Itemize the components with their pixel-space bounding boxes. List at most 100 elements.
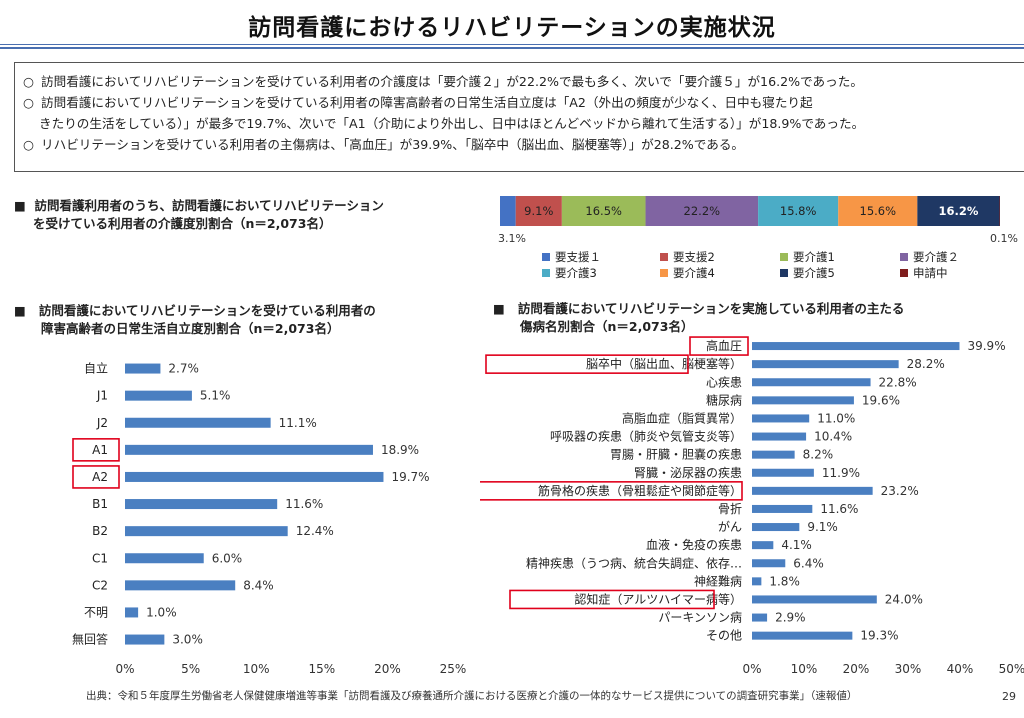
bar: [125, 553, 204, 564]
legend-label: 要支援１: [555, 250, 601, 264]
summary-line-2: ○ 訪問看護においてリハビリテーションを受けている利用者の障害高齢者の日常生活自立…: [15, 92, 1024, 113]
legend-label: 要介護5: [793, 266, 835, 280]
category-label: B1: [92, 497, 108, 511]
category-label: 不明: [84, 605, 108, 619]
bar: [752, 595, 877, 604]
bar-value-label: 3.0%: [172, 633, 203, 647]
category-label: 心疾患: [706, 374, 742, 389]
legend-label: 申請中: [913, 266, 948, 280]
bar: [752, 577, 762, 586]
category-label: J1: [96, 389, 108, 403]
segment-value-label: 16.2%: [938, 204, 978, 218]
disease-chart-title: ■ 訪問看護においてリハビリテーションを実施している利用者の主たる 傷病名別割合…: [493, 301, 905, 334]
segment-value-label: 15.6%: [860, 204, 897, 218]
page-number: 29: [1002, 690, 1016, 703]
bar: [752, 559, 786, 568]
bar-value-label: 2.7%: [168, 362, 199, 376]
segment-value-label: 22.2%: [684, 204, 721, 218]
summary-box: ○ 訪問看護においてリハビリテーションを受けている利用者の介護度は「要介護２」が2…: [14, 62, 1024, 172]
highlight-box: [509, 589, 715, 610]
legend-swatch: [900, 269, 908, 277]
legend-label: 要介護２: [913, 250, 959, 264]
legend-swatch: [542, 269, 550, 277]
category-label: 脳卒中（脳出血、脳梗塞等）: [586, 356, 742, 371]
section-marker-icon: ■: [14, 303, 26, 318]
bar: [125, 526, 288, 537]
highlight-box: [689, 336, 749, 356]
care-level-chart-title: ■ 訪問看護利用者のうち、訪問看護においてリハビリテーション を受けている利用者…: [14, 198, 384, 231]
summary-line-1: ○ 訪問看護においてリハビリテーションを受けている利用者の介護度は「要介護２」が2…: [15, 71, 1024, 92]
bar: [752, 541, 774, 550]
category-label: 血液・免疫の疾患: [646, 537, 742, 552]
category-label: 筋骨格の疾患（骨粗鬆症や関節症等）: [538, 483, 742, 498]
bar-value-label: 5.1%: [200, 389, 231, 403]
bar: [752, 613, 768, 622]
bar: [125, 607, 139, 618]
bar-value-label: 2.9%: [775, 611, 806, 625]
category-label: A1: [92, 443, 108, 457]
bar: [752, 468, 814, 477]
source-note: 出典：令和５年度厚生労働省老人保健健康増進等事業「訪問看護及び療養通所介護におけ…: [86, 690, 858, 702]
category-label: J2: [96, 416, 108, 430]
legend-label: 要介護1: [793, 250, 835, 264]
bar-value-label: 28.2%: [907, 357, 945, 371]
bar-value-label: 11.0%: [817, 411, 855, 425]
bar-value-label: 23.2%: [881, 484, 919, 498]
bar-value-label: 10.4%: [814, 430, 852, 444]
bar: [752, 360, 899, 369]
category-label: B2: [92, 524, 108, 538]
category-label: 腎臓・泌尿器の疾患: [634, 465, 742, 480]
bar-value-label: 11.9%: [822, 466, 860, 480]
highlight-box: [485, 354, 689, 374]
segment-value-label: 0.1%: [990, 232, 1018, 245]
section-marker-icon: ■: [14, 198, 26, 213]
x-tick-label: 0%: [115, 662, 134, 676]
x-tick-label: 50%: [999, 662, 1024, 676]
bar: [125, 499, 278, 510]
bar-value-label: 22.8%: [879, 375, 917, 389]
bar: [752, 396, 854, 405]
independence-chart-title: ■ 訪問看護においてリハビリテーションを受けている利用者の 障害高齢者の日常生活…: [14, 303, 376, 336]
bar-value-label: 11.1%: [279, 416, 317, 430]
bar-value-label: 19.3%: [860, 629, 898, 643]
category-label: 糖尿病: [706, 392, 742, 407]
bar-value-label: 19.7%: [391, 470, 429, 484]
bar-value-label: 11.6%: [285, 497, 323, 511]
segment-value-label: 15.8%: [780, 204, 817, 218]
highlight-box: [480, 481, 743, 501]
page-title: 訪問看護におけるリハビリテーションの実施状況: [248, 15, 776, 41]
segment-value-label: 3.1%: [498, 232, 526, 245]
bar: [752, 450, 795, 459]
segment-value-label: 9.1%: [524, 204, 553, 218]
x-tick-label: 0%: [742, 662, 761, 676]
bar-value-label: 6.0%: [212, 551, 243, 565]
bar: [125, 580, 236, 591]
bar: [752, 631, 853, 640]
category-label: 胃腸・肝臓・胆嚢の疾患: [610, 447, 742, 462]
bar: [752, 342, 960, 351]
bar: [752, 504, 813, 513]
bar-value-label: 8.4%: [243, 578, 274, 592]
bar: [125, 390, 192, 401]
category-label: 神経難病: [694, 573, 742, 588]
bar: [125, 417, 271, 428]
stacked-segment: [999, 196, 1000, 226]
x-tick-label: 15%: [308, 662, 335, 676]
bar: [752, 414, 810, 423]
category-label: 骨折: [718, 501, 742, 516]
bar-value-label: 6.4%: [793, 556, 824, 570]
category-label: 高脂血症（脂質異常）: [622, 410, 742, 425]
x-tick-label: 25%: [440, 662, 467, 676]
bar: [752, 378, 871, 387]
bar-value-label: 1.0%: [146, 605, 177, 619]
bar-value-label: 8.2%: [803, 448, 834, 462]
category-label: 精神疾患（うつ病、統合失調症、依存…: [526, 555, 742, 570]
legend-swatch: [542, 253, 550, 261]
stacked-segment: [838, 196, 918, 226]
legend-swatch: [900, 253, 908, 261]
summary-line-2-cont: きたりの生活をしている）」が最多で19.7%、次いで「A1（介助により外出し、日…: [39, 116, 865, 131]
legend-swatch: [660, 269, 668, 277]
segment-value-label: 16.5%: [585, 204, 622, 218]
category-label: C2: [92, 578, 108, 592]
bullet-circle-icon: ○: [23, 95, 34, 110]
